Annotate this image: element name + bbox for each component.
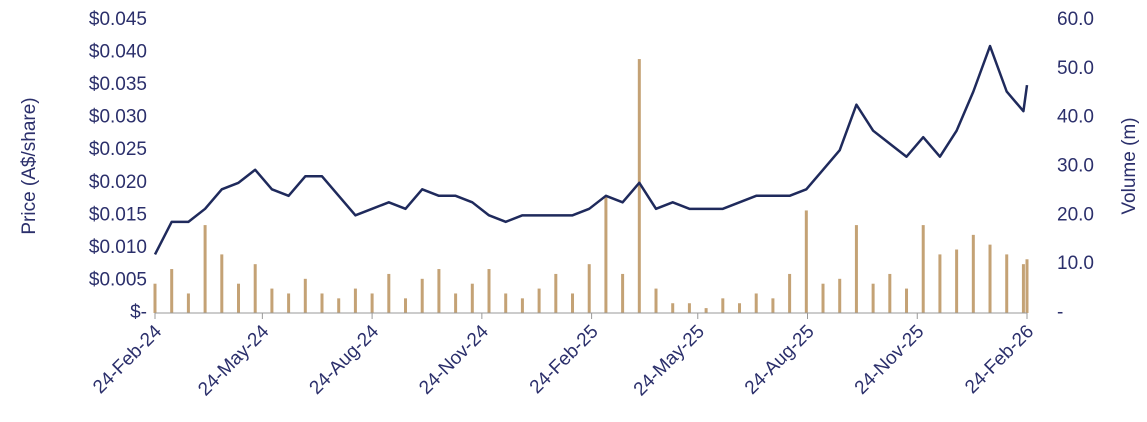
volume-bar: [671, 303, 675, 313]
volume-bar: [871, 283, 875, 313]
x-tick-label: 24-Nov-25: [851, 321, 929, 399]
x-tick-label: 24-Feb-24: [89, 321, 166, 398]
volume-bar: [320, 293, 324, 313]
volume-bar: [771, 298, 775, 313]
volume-bar: [287, 293, 291, 313]
x-tick-label: 24-May-25: [630, 321, 709, 400]
volume-bar: [788, 273, 792, 313]
y2-tick-label: 20.0: [1057, 204, 1094, 225]
y2-tick-label: 10.0: [1057, 253, 1094, 274]
y2-tick-label: 50.0: [1057, 58, 1094, 79]
volume-bar: [604, 195, 608, 313]
volume-bar: [687, 303, 691, 313]
volume-bar: [637, 59, 641, 313]
volume-bar: [621, 273, 625, 313]
volume-bar: [270, 288, 274, 313]
y2-axis-label: Volume (m): [1119, 117, 1140, 214]
volume-bar: [955, 249, 959, 313]
volume-bar: [303, 278, 307, 313]
y-tick-label: $0.040: [89, 42, 147, 63]
y-tick-label: $0.020: [89, 172, 147, 193]
volume-bar: [470, 283, 474, 313]
volume-bar: [587, 264, 591, 313]
y2-tick-label: 30.0: [1057, 156, 1094, 177]
volume-bar: [704, 308, 708, 313]
volume-bar: [520, 298, 524, 313]
volume-bar: [1021, 264, 1025, 313]
volume-bar: [721, 298, 725, 313]
y2-tick-label: 60.0: [1057, 9, 1094, 30]
y-tick-label: $0.005: [89, 269, 147, 290]
volume-bar: [370, 293, 374, 313]
volume-bar: [571, 293, 575, 313]
volume-bar: [804, 210, 808, 313]
volume-bar: [1025, 259, 1029, 313]
volume-bar: [854, 225, 858, 313]
volume-bar: [554, 273, 558, 313]
price-line: [153, 44, 1029, 255]
volume-bar: [237, 283, 241, 313]
x-tick-label: 24-Aug-25: [741, 321, 819, 399]
volume-bar: [971, 234, 975, 313]
volume-bar: [821, 283, 825, 313]
y-tick-label: $0.035: [89, 74, 147, 95]
y-axis-label: Price (A$/share): [19, 97, 40, 234]
volume-bar: [921, 225, 925, 313]
volume-bar: [170, 269, 174, 313]
y2-tick-label: -: [1057, 302, 1063, 323]
volume-bar: [905, 288, 909, 313]
volume-bar: [203, 225, 207, 313]
y-tick-label: $0.025: [89, 139, 147, 160]
y-tick-label: $0.030: [89, 107, 147, 128]
volume-bar: [437, 269, 441, 313]
volume-bar: [938, 254, 942, 313]
volume-bar: [537, 288, 541, 313]
volume-bar: [220, 254, 224, 313]
volume-bar: [153, 283, 157, 313]
volume-bar: [888, 273, 892, 313]
x-tick-label: 24-Feb-25: [526, 321, 603, 398]
volume-bar: [353, 288, 357, 313]
y-tick-label: $0.015: [89, 204, 147, 225]
volume-bar: [1005, 254, 1009, 313]
volume-bar: [988, 244, 992, 313]
y2-tick-label: 40.0: [1057, 107, 1094, 128]
x-tick-label: 24-Aug-24: [306, 321, 384, 399]
y-tick-label: $0.045: [89, 9, 147, 30]
x-tick-label: 24-Nov-24: [415, 321, 493, 399]
volume-bar: [337, 298, 341, 313]
volume-bar: [754, 293, 758, 313]
x-tick-label: 24-May-24: [194, 321, 273, 400]
volume-bar: [253, 264, 257, 313]
x-tick-label: 24-Feb-26: [961, 321, 1038, 398]
y-tick-label: $0.010: [89, 237, 147, 258]
volume-bar: [454, 293, 458, 313]
volume-bar: [186, 293, 190, 313]
volume-bar: [504, 293, 508, 313]
volume-bar: [738, 303, 742, 313]
volume-bar: [387, 273, 391, 313]
volume-bar: [654, 288, 658, 313]
volume-bar: [404, 298, 408, 313]
volume-bar: [838, 278, 842, 313]
y-tick-label: $-: [130, 302, 147, 323]
volume-bar: [420, 278, 424, 313]
volume-bar: [487, 269, 491, 313]
